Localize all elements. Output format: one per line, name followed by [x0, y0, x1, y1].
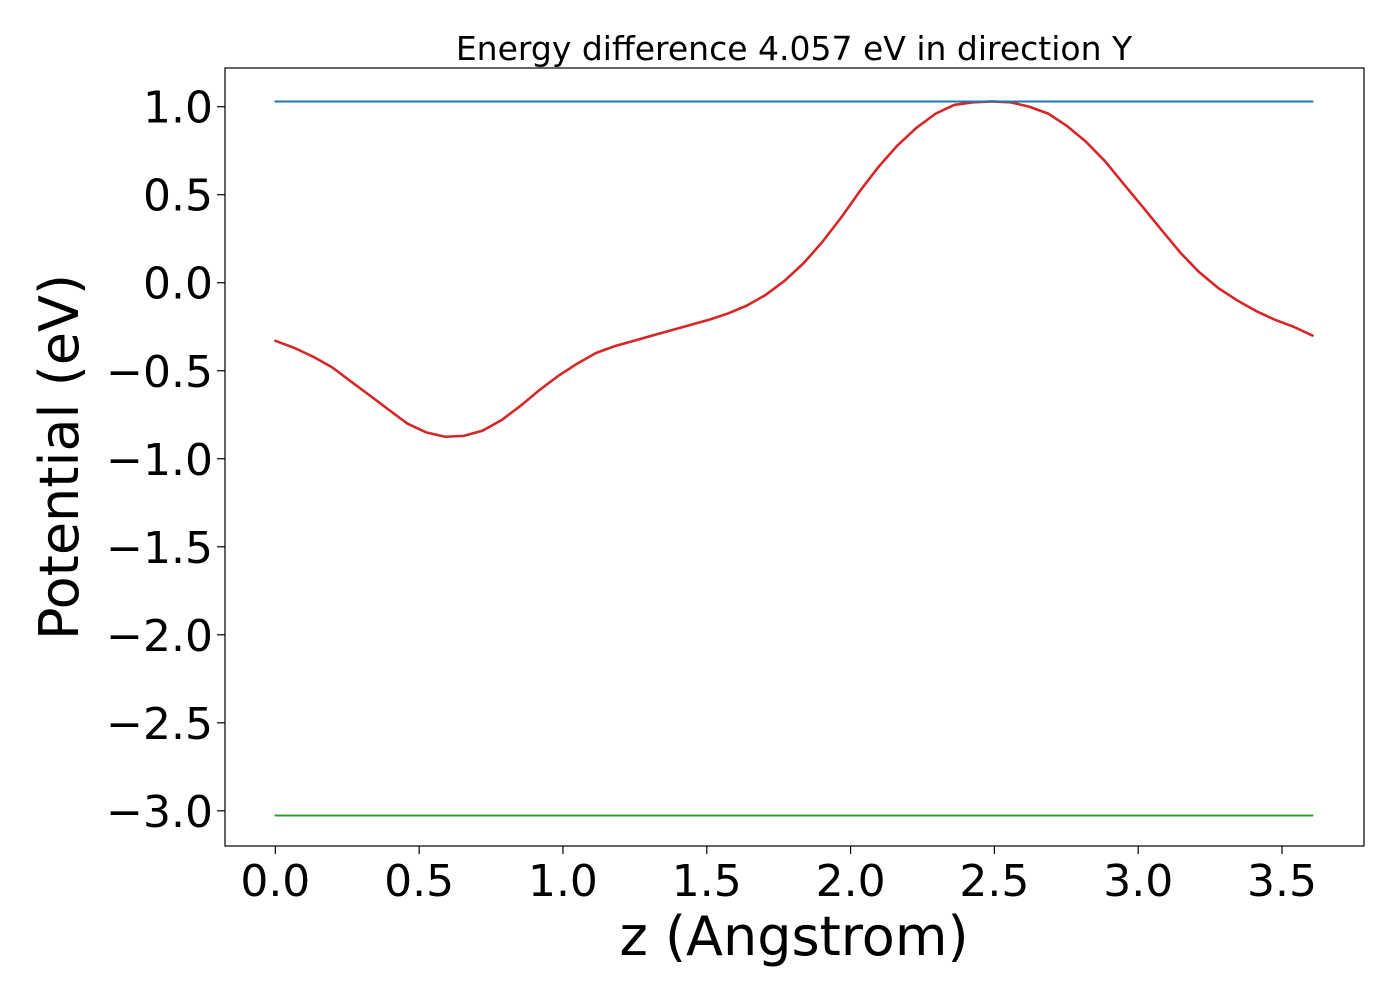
- x-axis-label: z (Angstrom): [619, 905, 968, 968]
- y-tick-label: 0.5: [143, 171, 213, 222]
- y-tick-label: −1.5: [106, 523, 213, 574]
- x-tick-label: 2.0: [816, 856, 886, 907]
- x-tick-label: 0.0: [240, 856, 310, 907]
- series-layer: [274, 100, 1314, 817]
- y-tick-label: −1.0: [106, 435, 213, 486]
- y-tick-label: −0.5: [106, 347, 213, 398]
- y-axis: 1.0 0.5 0.0 −0.5 −1.0 −1.5 −2.0 −2.5 −3.0: [106, 83, 225, 838]
- x-tick-label: 1.0: [528, 856, 598, 907]
- x-tick-label: 0.5: [384, 856, 454, 907]
- y-tick-label: −2.5: [106, 699, 213, 750]
- series-line-0: [274, 100, 1314, 439]
- y-tick-label: 0.0: [143, 259, 213, 310]
- x-axis: 0.0 0.5 1.0 1.5 2.0 2.5 3.0 3.5: [240, 846, 1317, 907]
- y-tick-label: 1.0: [143, 83, 213, 134]
- chart-title: Energy difference 4.057 eV in direction …: [456, 29, 1133, 68]
- x-tick-label: 3.5: [1247, 856, 1317, 907]
- y-axis-label: Potential (eV): [28, 274, 91, 640]
- x-tick-label: 2.5: [959, 856, 1029, 907]
- y-tick-label: −3.0: [106, 787, 213, 838]
- plot-frame: [224, 67, 1365, 847]
- x-tick-label: 1.5: [672, 856, 742, 907]
- y-tick-label: −2.0: [106, 611, 213, 662]
- x-tick-label: 3.0: [1103, 856, 1173, 907]
